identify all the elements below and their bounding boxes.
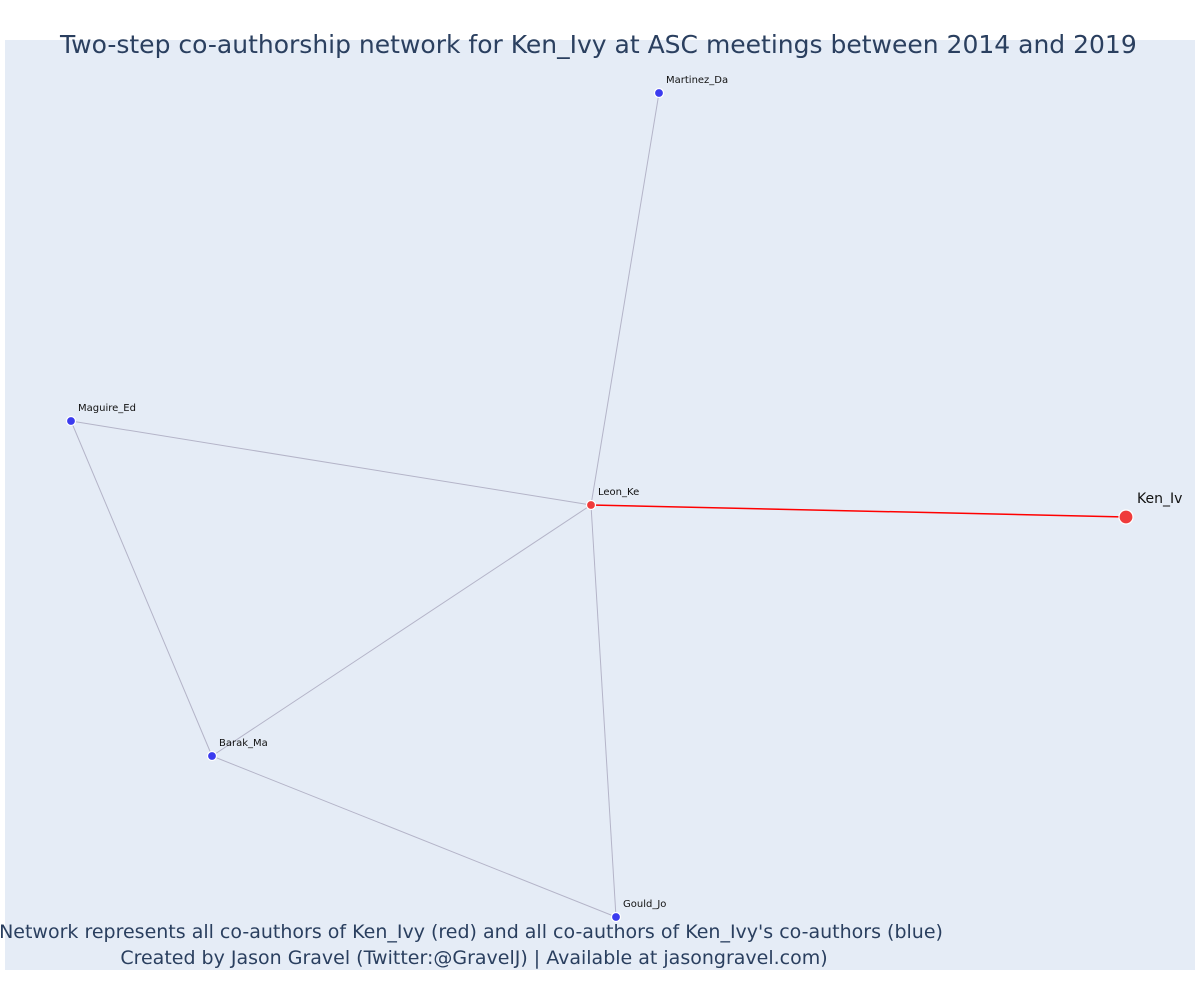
- node-Barak_Ma[interactable]: [206, 750, 218, 762]
- node-label-Maguire_Ed: Maguire_Ed: [78, 403, 136, 414]
- node-Leon_Ke[interactable]: [585, 499, 597, 511]
- figure-title: Two-step co-authorship network for Ken_I…: [59, 30, 1137, 59]
- edge-layer: [70, 92, 1127, 918]
- edge-Leon_Ke-Barak_Ma: [211, 504, 592, 757]
- node-Gould_Jo[interactable]: [610, 911, 622, 923]
- node-label-Ken_Iv: Ken_Iv: [1137, 491, 1182, 507]
- edge-Leon_Ke-Gould_Jo: [590, 504, 617, 918]
- node-Ken_Iv[interactable]: [1118, 509, 1134, 525]
- node-Martinez_Da[interactable]: [653, 87, 665, 99]
- edge-Leon_Ke-Ken_Iv: [590, 504, 1127, 518]
- edge-Leon_Ke-Martinez_Da: [590, 92, 660, 506]
- footnote-line-1: Network represents all co-authors of Ken…: [0, 921, 943, 943]
- edge-Maguire_Ed-Barak_Ma: [70, 420, 213, 757]
- footnote-line-2: Created by Jason Gravel (Twitter:@Gravel…: [120, 947, 827, 969]
- edge-Leon_Ke-Maguire_Ed: [70, 420, 592, 506]
- node-Maguire_Ed[interactable]: [65, 415, 77, 427]
- node-label-Leon_Ke: Leon_Ke: [598, 487, 639, 498]
- node-layer: [65, 87, 1134, 923]
- label-layer: Martinez_Da Maguire_Ed Leon_Ke Ken_Iv Barak_…: [78, 75, 1182, 910]
- node-label-Martinez_Da: Martinez_Da: [666, 75, 728, 86]
- edge-Barak_Ma-Gould_Jo: [211, 755, 617, 918]
- node-label-Barak_Ma: Barak_Ma: [219, 738, 268, 749]
- node-label-Gould_Jo: Gould_Jo: [623, 899, 666, 910]
